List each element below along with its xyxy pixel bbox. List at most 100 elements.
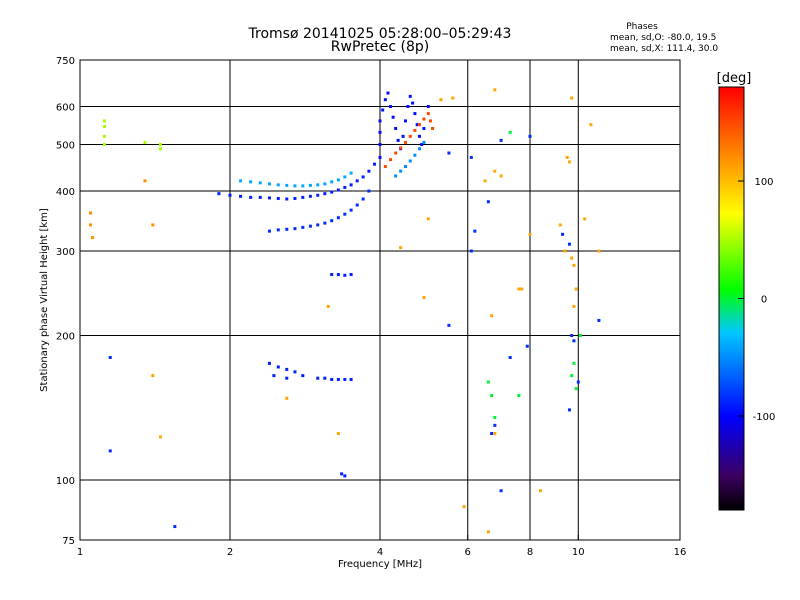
- data-point: [493, 432, 497, 436]
- data-point: [574, 387, 578, 391]
- x-axis-ticks: 1 2 4 6 8 10 16: [77, 535, 686, 558]
- data-point: [508, 130, 512, 134]
- data-point: [267, 361, 271, 365]
- data-point: [89, 223, 93, 227]
- y-tick-label: 200: [56, 332, 75, 343]
- data-point: [413, 112, 417, 116]
- y-axis-label: Stationary phase Virtual Height [km]: [39, 208, 50, 392]
- data-point: [565, 155, 569, 159]
- data-point: [399, 246, 403, 250]
- data-point: [343, 377, 347, 381]
- data-point: [361, 175, 365, 179]
- data-point: [239, 194, 243, 198]
- x-tick-label: 2: [227, 547, 233, 558]
- data-point: [539, 489, 543, 493]
- data-point: [415, 123, 419, 127]
- data-point: [576, 380, 580, 384]
- data-point: [361, 197, 365, 201]
- data-point: [316, 193, 320, 197]
- colorbar-tick-label: -100: [753, 412, 776, 423]
- data-point: [389, 105, 393, 109]
- data-point: [349, 171, 353, 175]
- data-point: [355, 179, 359, 183]
- data-point: [173, 525, 177, 529]
- data-point: [336, 188, 340, 192]
- data-point: [151, 223, 155, 227]
- data-point: [143, 140, 147, 144]
- data-point: [91, 236, 95, 240]
- data-point: [308, 183, 312, 187]
- data-point: [408, 134, 412, 138]
- data-point: [396, 138, 400, 142]
- data-point: [567, 408, 571, 412]
- data-point: [143, 179, 147, 183]
- data-point: [267, 196, 271, 200]
- x-tick-label: 1: [77, 547, 83, 558]
- data-point: [378, 155, 382, 159]
- data-point: [285, 227, 289, 231]
- data-point: [431, 126, 435, 130]
- x-tick-label: 4: [377, 547, 383, 558]
- data-point: [426, 217, 430, 221]
- data-point: [367, 189, 371, 193]
- data-point: [439, 98, 443, 102]
- data-point: [336, 216, 340, 220]
- data-point: [308, 224, 312, 228]
- data-point: [378, 143, 382, 147]
- stats-line-o: mean, sd,O: -80.0, 19.5: [610, 33, 717, 43]
- data-point: [567, 160, 571, 164]
- data-point: [499, 489, 503, 493]
- y-axis-ticks: 75 100 200 300 400 500 600 750: [56, 56, 85, 547]
- data-point: [285, 367, 289, 371]
- colorbar-tick-label: 100: [754, 177, 773, 188]
- data-point: [343, 185, 347, 189]
- data-point: [462, 505, 466, 509]
- data-point: [420, 143, 424, 147]
- data-point: [276, 196, 280, 200]
- data-point: [308, 194, 312, 198]
- data-point: [499, 138, 503, 142]
- data-point: [378, 119, 382, 123]
- data-point: [326, 304, 330, 308]
- data-point: [394, 151, 398, 155]
- data-point: [373, 162, 377, 166]
- data-point: [367, 169, 371, 173]
- data-point: [572, 339, 576, 343]
- data-point: [417, 147, 421, 151]
- data-point: [103, 125, 107, 129]
- data-point: [528, 232, 532, 236]
- data-point: [293, 227, 297, 231]
- data-points: [89, 88, 601, 534]
- data-point: [349, 273, 353, 277]
- data-point: [89, 211, 93, 215]
- data-point: [316, 376, 320, 380]
- data-point: [567, 242, 571, 246]
- data-point: [528, 134, 532, 138]
- data-point: [408, 159, 412, 163]
- data-point: [517, 394, 521, 398]
- data-point: [285, 183, 289, 187]
- data-point: [108, 449, 112, 453]
- data-point: [389, 158, 393, 162]
- data-point: [403, 140, 407, 144]
- data-point: [406, 105, 410, 109]
- data-point: [217, 192, 221, 196]
- data-point: [422, 117, 426, 121]
- y-tick-label: 500: [56, 141, 75, 152]
- data-point: [103, 143, 107, 147]
- data-point: [151, 374, 155, 378]
- data-point: [301, 225, 305, 229]
- data-point: [473, 229, 477, 233]
- y-tick-label: 400: [56, 187, 75, 198]
- data-point: [563, 249, 567, 253]
- data-point: [228, 193, 232, 197]
- data-point: [276, 183, 280, 187]
- data-point: [258, 181, 262, 185]
- data-point: [330, 180, 334, 184]
- colorbar-ticks: 100 0 -100: [738, 177, 775, 423]
- y-tick-label: 750: [56, 56, 75, 67]
- x-axis-label: Frequency [MHz]: [338, 559, 422, 570]
- data-point: [583, 217, 587, 221]
- chart-title: Tromsø 20141025 05:28:00–05:29:43: [248, 26, 512, 42]
- data-point: [103, 119, 107, 123]
